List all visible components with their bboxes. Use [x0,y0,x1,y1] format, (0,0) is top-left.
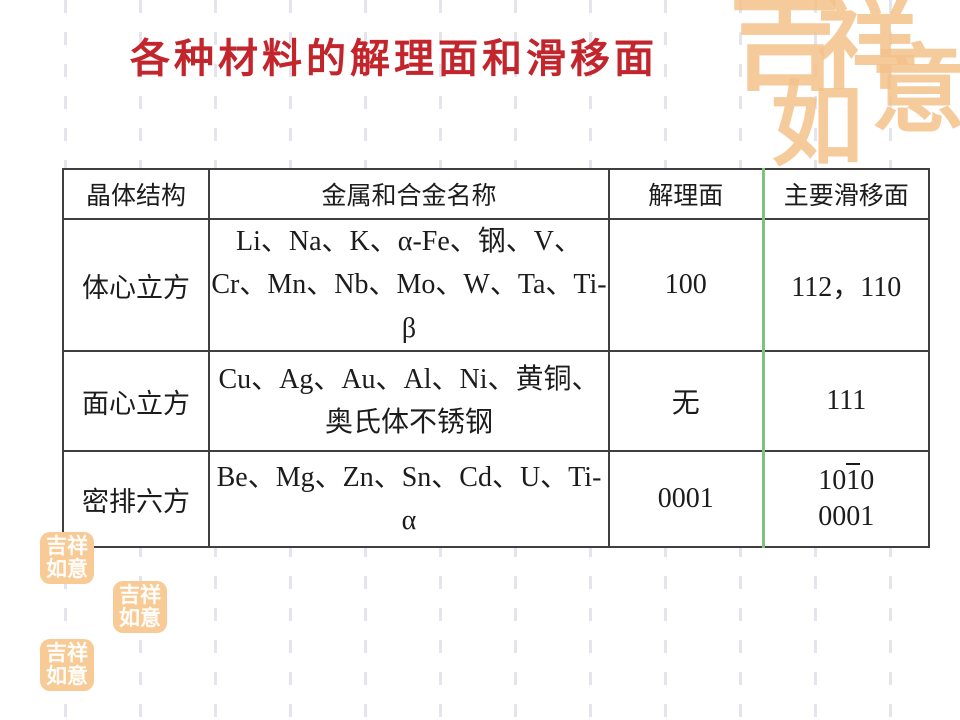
materials-table: 晶体结构 金属和合金名称 解理面 主要滑移面 体心立方 Li、Na、K、α-Fe… [62,168,930,549]
table-header-row: 晶体结构 金属和合金名称 解理面 主要滑移面 [62,168,930,220]
seal-character: 吉 [729,0,841,104]
cell-metal-names: Be、Mg、Zn、Sn、Cd、U、Ti-α [208,450,610,549]
seal-stamp: 吉祥如意 [113,581,167,633]
seal-calligraphy-decoration: 吉 祥 如 意 [725,0,960,195]
slip-plane-miller-index: 0001 [818,501,875,533]
cell-cleavage-plane: 100 [608,217,764,353]
cell-crystal-structure: 密排六方 [62,450,210,549]
seal-stamp: 吉祥如意 [40,532,94,584]
cell-cleavage-plane: 0001 [608,450,764,549]
overlined-digit: 1 [846,462,861,496]
seal-character: 意 [871,38,960,144]
cell-metal-names: Li、Na、K、α-Fe、钢、V、Cr、Mn、Nb、Mo、W、Ta、Ti-β [208,217,610,353]
table-row-hcp: 密排六方 Be、Mg、Zn、Sn、Cd、U、Ti-α 0001 1010 000… [62,450,930,549]
cell-crystal-structure: 面心立方 [62,350,210,453]
table-row-fcc: 面心立方 Cu、Ag、Au、Al、Ni、黄铜、奥氏体不锈钢 无 111 [62,350,930,453]
cell-slip-plane: 1010 0001 [761,450,930,549]
table-row-bcc: 体心立方 Li、Na、K、α-Fe、钢、V、Cr、Mn、Nb、Mo、W、Ta、T… [62,217,930,353]
cell-slip-plane: 111 [761,350,930,453]
cell-metal-names: Cu、Ag、Au、Al、Ni、黄铜、奥氏体不锈钢 [208,350,610,453]
seal-character: 祥 [817,0,917,101]
cell-cleavage-plane: 无 [608,350,764,453]
col-header-cleavage-plane: 解理面 [608,168,764,220]
cell-slip-plane: 112，110 [761,217,930,353]
seal-stamp: 吉祥如意 [40,639,94,691]
seal-character: 如 [771,75,864,177]
slide-title: 各种材料的解理面和滑移面 [130,36,658,81]
cell-crystal-structure: 体心立方 [62,217,210,353]
slip-plane-miller-index: 1010 [818,462,875,496]
col-header-metal-alloy-names: 金属和合金名称 [208,168,610,220]
col-header-crystal-structure: 晶体结构 [62,168,210,220]
col-header-main-slip-plane: 主要滑移面 [761,168,930,220]
